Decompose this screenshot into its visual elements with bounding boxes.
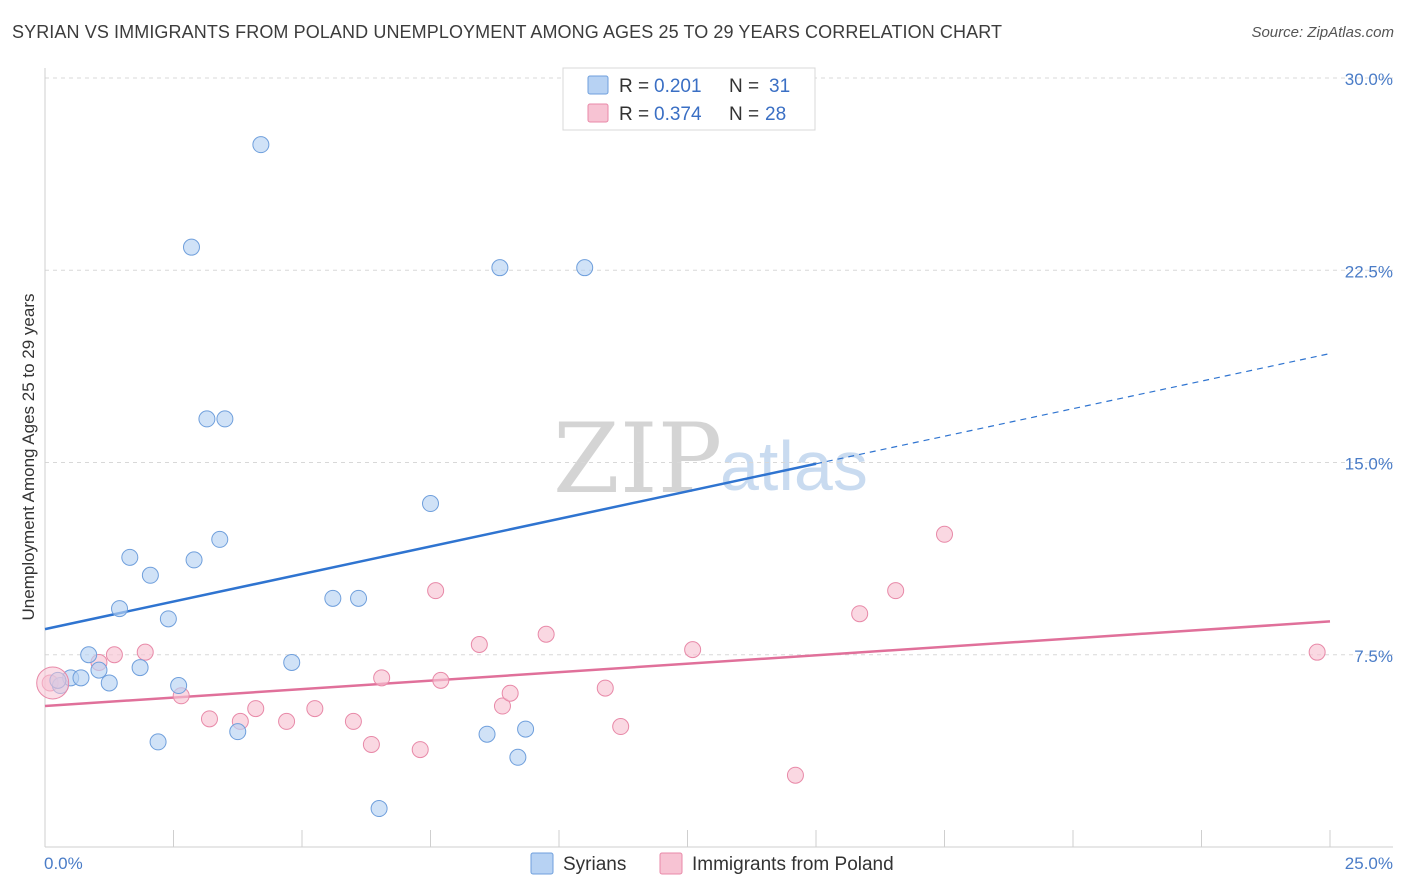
y-tick-labels: 7.5% 15.0% 22.5% 30.0% (1345, 70, 1393, 666)
syrians-point-14 (185, 551, 203, 569)
poland-point-9 (306, 700, 324, 718)
syrians-point-9 (141, 566, 159, 584)
syrians-point-23 (370, 800, 388, 818)
poland-point-20 (596, 679, 614, 697)
poland-point-2 (105, 646, 123, 664)
poland-point-23 (786, 766, 804, 784)
y-tick-label-1: 15.0% (1345, 455, 1393, 474)
syrians-point-16 (211, 530, 229, 548)
syrians-point-27 (509, 748, 527, 766)
y-tick-label-3: 30.0% (1345, 70, 1393, 89)
poland-point-27 (1308, 643, 1326, 661)
legend-n-value-syrians: 31 (769, 76, 790, 97)
syrians-point-17 (216, 410, 234, 428)
poland-point-10 (344, 712, 362, 730)
syrians-point-3 (80, 646, 98, 664)
legend-n-label-syrians: N = (729, 76, 759, 97)
poland-point-17 (493, 697, 511, 715)
legend-n-value-poland: 28 (765, 104, 786, 125)
syrians-point-19 (252, 136, 270, 154)
watermark-atlas: atlas (720, 427, 868, 505)
syrians-point-4 (90, 661, 108, 679)
syrians-point-6 (111, 600, 129, 618)
syrians-point-11 (159, 610, 177, 628)
syrians-point-7 (121, 548, 139, 566)
syrians-point-10 (149, 733, 167, 751)
syrians-point-28 (517, 720, 535, 738)
syrians-point-20 (283, 653, 301, 671)
syrians-point-12 (170, 677, 188, 695)
source-credit: Source: ZipAtlas.com (1251, 24, 1394, 41)
data-points (36, 136, 1326, 818)
y-tick-label-0: 7.5% (1354, 647, 1393, 666)
poland-point-8 (278, 712, 296, 730)
grid-lines (45, 77, 1393, 656)
syrians-point-22 (350, 589, 368, 607)
poland-point-18 (501, 684, 519, 702)
legend-swatch-syrians (587, 75, 609, 95)
syrians-point-25 (478, 725, 496, 743)
legend-r-label-poland: R = (619, 104, 649, 125)
y-tick-label-2: 22.5% (1345, 262, 1393, 281)
poland-point-16 (470, 635, 488, 653)
syrians-point-29 (576, 259, 594, 277)
syrians-point-15 (198, 410, 216, 428)
legend-n-label-poland: N = (729, 104, 759, 125)
poland-point-25 (887, 582, 905, 600)
correlation-legend: R = 0.201 N = 31 R = 0.374 N = 28 (562, 67, 816, 131)
series-legend: Syrians Immigrants from Poland (530, 852, 894, 875)
trend-lines (44, 352, 1331, 708)
legend-r-value-syrians: 0.201 (654, 76, 702, 97)
bottom-legend-label-poland: Immigrants from Poland (692, 854, 894, 875)
chart-title: SYRIAN VS IMMIGRANTS FROM POLAND UNEMPLO… (12, 22, 1003, 42)
legend-r-value-poland: 0.374 (654, 104, 702, 125)
x-tick-label-max: 25.0% (1345, 854, 1393, 873)
poland-cluster-point (36, 666, 70, 700)
syrians-point-18 (229, 723, 247, 741)
syrians-point-26 (491, 259, 509, 277)
poland-point-24 (851, 605, 869, 623)
bottom-legend-label-syrians: Syrians (563, 854, 626, 875)
watermark-zip: ZIP (553, 403, 722, 515)
legend-r-label-syrians: R = (619, 76, 649, 97)
x-tick-label-min: 0.0% (44, 854, 83, 873)
poland-point-5 (200, 710, 218, 728)
syrians-point-21 (324, 589, 342, 607)
syrians-trend-line (44, 462, 817, 631)
bottom-legend-swatch-syrians (530, 852, 554, 875)
syrians-point-24 (422, 495, 439, 513)
syrians-trend-line-extension (815, 352, 1331, 465)
poland-trend-line (44, 620, 1331, 708)
poland-point-11 (362, 735, 380, 753)
syrians-point-8 (131, 659, 149, 677)
axes (44, 68, 1393, 848)
poland-point-26 (936, 525, 953, 543)
poland-point-12 (373, 669, 391, 687)
bottom-legend-swatch-poland (659, 852, 683, 875)
poland-point-21 (612, 718, 630, 736)
poland-point-3 (136, 643, 154, 661)
y-axis-label: Unemployment Among Ages 25 to 29 years (19, 294, 38, 621)
poland-point-22 (684, 641, 702, 659)
poland-point-7 (247, 700, 265, 718)
poland-point-15 (432, 671, 450, 689)
syrians-point-2 (72, 669, 90, 687)
legend-swatch-poland (587, 103, 609, 123)
poland-point-19 (537, 625, 555, 643)
poland-point-13 (411, 741, 429, 759)
syrians-point-5 (100, 674, 118, 692)
poland-point-14 (427, 582, 445, 600)
syrians-point-13 (182, 238, 200, 256)
